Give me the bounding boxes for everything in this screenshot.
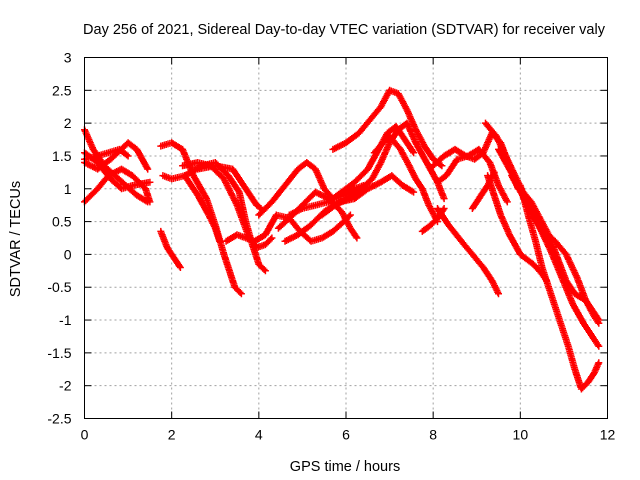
series-arc-18 bbox=[329, 86, 446, 170]
series-arc-11 bbox=[194, 162, 265, 212]
series-marker-path bbox=[222, 211, 354, 245]
y-tick-label: 1 bbox=[64, 181, 72, 197]
series-marker-path bbox=[318, 119, 448, 219]
series-arc-23 bbox=[434, 205, 502, 298]
y-tick-label: 1.5 bbox=[52, 148, 72, 164]
series-marker-path bbox=[434, 145, 511, 206]
x-tick-label: 0 bbox=[81, 427, 89, 443]
y-tick-label: -2 bbox=[59, 378, 72, 394]
series-marker-path bbox=[516, 182, 603, 393]
y-axis-label: SDTVAR / TECUs bbox=[8, 181, 24, 297]
series-arc-30 bbox=[516, 182, 603, 393]
series-arc-12 bbox=[222, 211, 354, 245]
x-tick-label: 8 bbox=[429, 427, 437, 443]
series-arc-25 bbox=[484, 172, 550, 285]
y-tick-label: 0 bbox=[64, 246, 72, 262]
x-tick-label: 6 bbox=[342, 427, 350, 443]
x-tick-label: 10 bbox=[513, 427, 529, 443]
y-tick-label: -0.5 bbox=[47, 279, 71, 295]
y-tick-label: 2.5 bbox=[52, 82, 72, 98]
y-tick-label: 0.5 bbox=[52, 214, 72, 230]
series-arc-6 bbox=[157, 227, 184, 271]
y-tick-label: -1 bbox=[59, 312, 72, 328]
y-tick-label: -2.5 bbox=[47, 411, 71, 427]
series-marker-path bbox=[329, 86, 446, 170]
series-marker-path bbox=[370, 132, 441, 226]
data-series bbox=[81, 86, 603, 393]
x-tick-label: 2 bbox=[168, 427, 176, 443]
y-tick-labels: -2.5 -2 -1.5 -1 -0.5 0 0.5 1 1.5 2 2.5 3 bbox=[47, 50, 71, 427]
x-axis-label: GPS time / hours bbox=[290, 459, 400, 475]
y-tick-label: 3 bbox=[64, 50, 72, 66]
series-marker-path bbox=[194, 162, 265, 212]
series-marker-path bbox=[157, 227, 184, 271]
plot-frame bbox=[84, 57, 608, 419]
series-arc-22 bbox=[434, 145, 511, 206]
series-marker-path bbox=[434, 205, 502, 298]
series-marker-path bbox=[484, 172, 550, 285]
x-tick-labels: 0 2 4 6 8 10 12 bbox=[81, 427, 616, 443]
x-tick-label: 4 bbox=[255, 427, 263, 443]
y-tick-label: -1.5 bbox=[47, 345, 71, 361]
y-tick-label: 2 bbox=[64, 115, 72, 131]
chart-title: Day 256 of 2021, Sidereal Day-to-day VTE… bbox=[83, 22, 606, 38]
series-arc-19 bbox=[370, 132, 441, 226]
series-arc-17 bbox=[318, 119, 448, 219]
x-tick-label: 12 bbox=[600, 427, 616, 443]
